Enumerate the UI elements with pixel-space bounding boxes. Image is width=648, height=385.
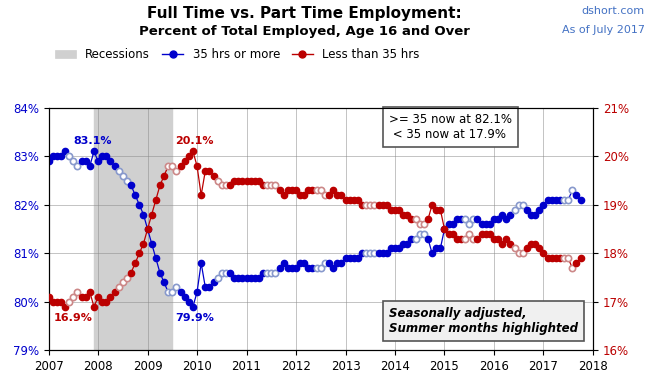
Text: Seasonally adjusted,
Summer months highlighted: Seasonally adjusted, Summer months highl… (389, 307, 578, 335)
Text: dshort.com: dshort.com (582, 6, 645, 16)
Text: 16.9%: 16.9% (54, 313, 93, 323)
Text: 79.9%: 79.9% (175, 313, 214, 323)
Bar (94, 108, 172, 350)
Legend: Recessions, 35 hrs or more, Less than 35 hrs: Recessions, 35 hrs or more, Less than 35… (54, 48, 420, 61)
Text: Percent of Total Employed, Age 16 and Over: Percent of Total Employed, Age 16 and Ov… (139, 25, 470, 38)
Text: >= 35 now at 82.1%
 < 35 now at 17.9%: >= 35 now at 82.1% < 35 now at 17.9% (389, 113, 512, 141)
Text: 20.1%: 20.1% (175, 136, 213, 146)
Text: 83.1%: 83.1% (73, 136, 112, 146)
Text: Full Time vs. Part Time Employment:: Full Time vs. Part Time Employment: (147, 6, 462, 21)
Text: As of July 2017: As of July 2017 (562, 25, 645, 35)
